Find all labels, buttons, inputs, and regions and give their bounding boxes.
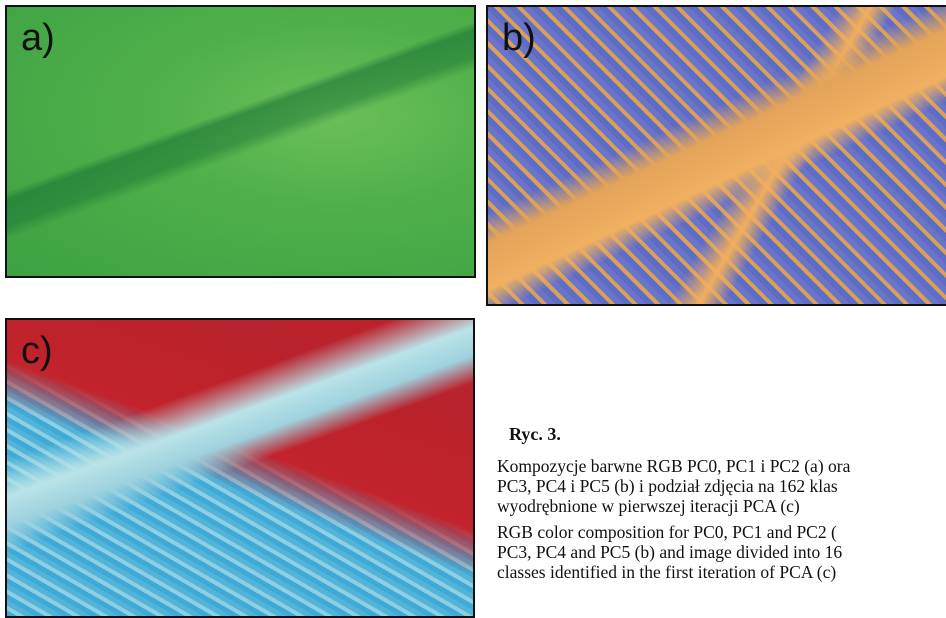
panel-label: b) (502, 17, 536, 60)
caption-polish: Kompozycje barwne RGB PC0, PC1 i PC2 (a)… (497, 456, 946, 516)
caption-english: RGB color composition for PC0, PC1 and P… (497, 522, 946, 582)
caption-line: PC3, PC4 and PC5 (b) and image divided i… (497, 542, 946, 562)
caption-title: Ryc. 3. (497, 424, 946, 444)
image-panel: a) (5, 5, 476, 278)
page: {"panels": [{"label": "a)"}, {"label": "… (0, 0, 946, 613)
caption-line: classes identified in the first iteratio… (497, 562, 946, 582)
caption-line: RGB color composition for PC0, PC1 and P… (497, 522, 946, 542)
caption: Ryc. 3. Kompozycje barwne RGB PC0, PC1 i… (497, 424, 946, 588)
caption-line: wyodrębnione w pierwszej iteracji PCA (c… (497, 496, 946, 516)
caption-line: Kompozycje barwne RGB PC0, PC1 i PC2 (a)… (497, 456, 946, 476)
panel-label: c) (21, 330, 53, 373)
panel-label: a) (21, 17, 55, 60)
image-panel: c) (5, 318, 475, 618)
image-panel: b) (486, 5, 946, 306)
caption-line: PC3, PC4 i PC5 (b) i podział zdjęcia na … (497, 476, 946, 496)
